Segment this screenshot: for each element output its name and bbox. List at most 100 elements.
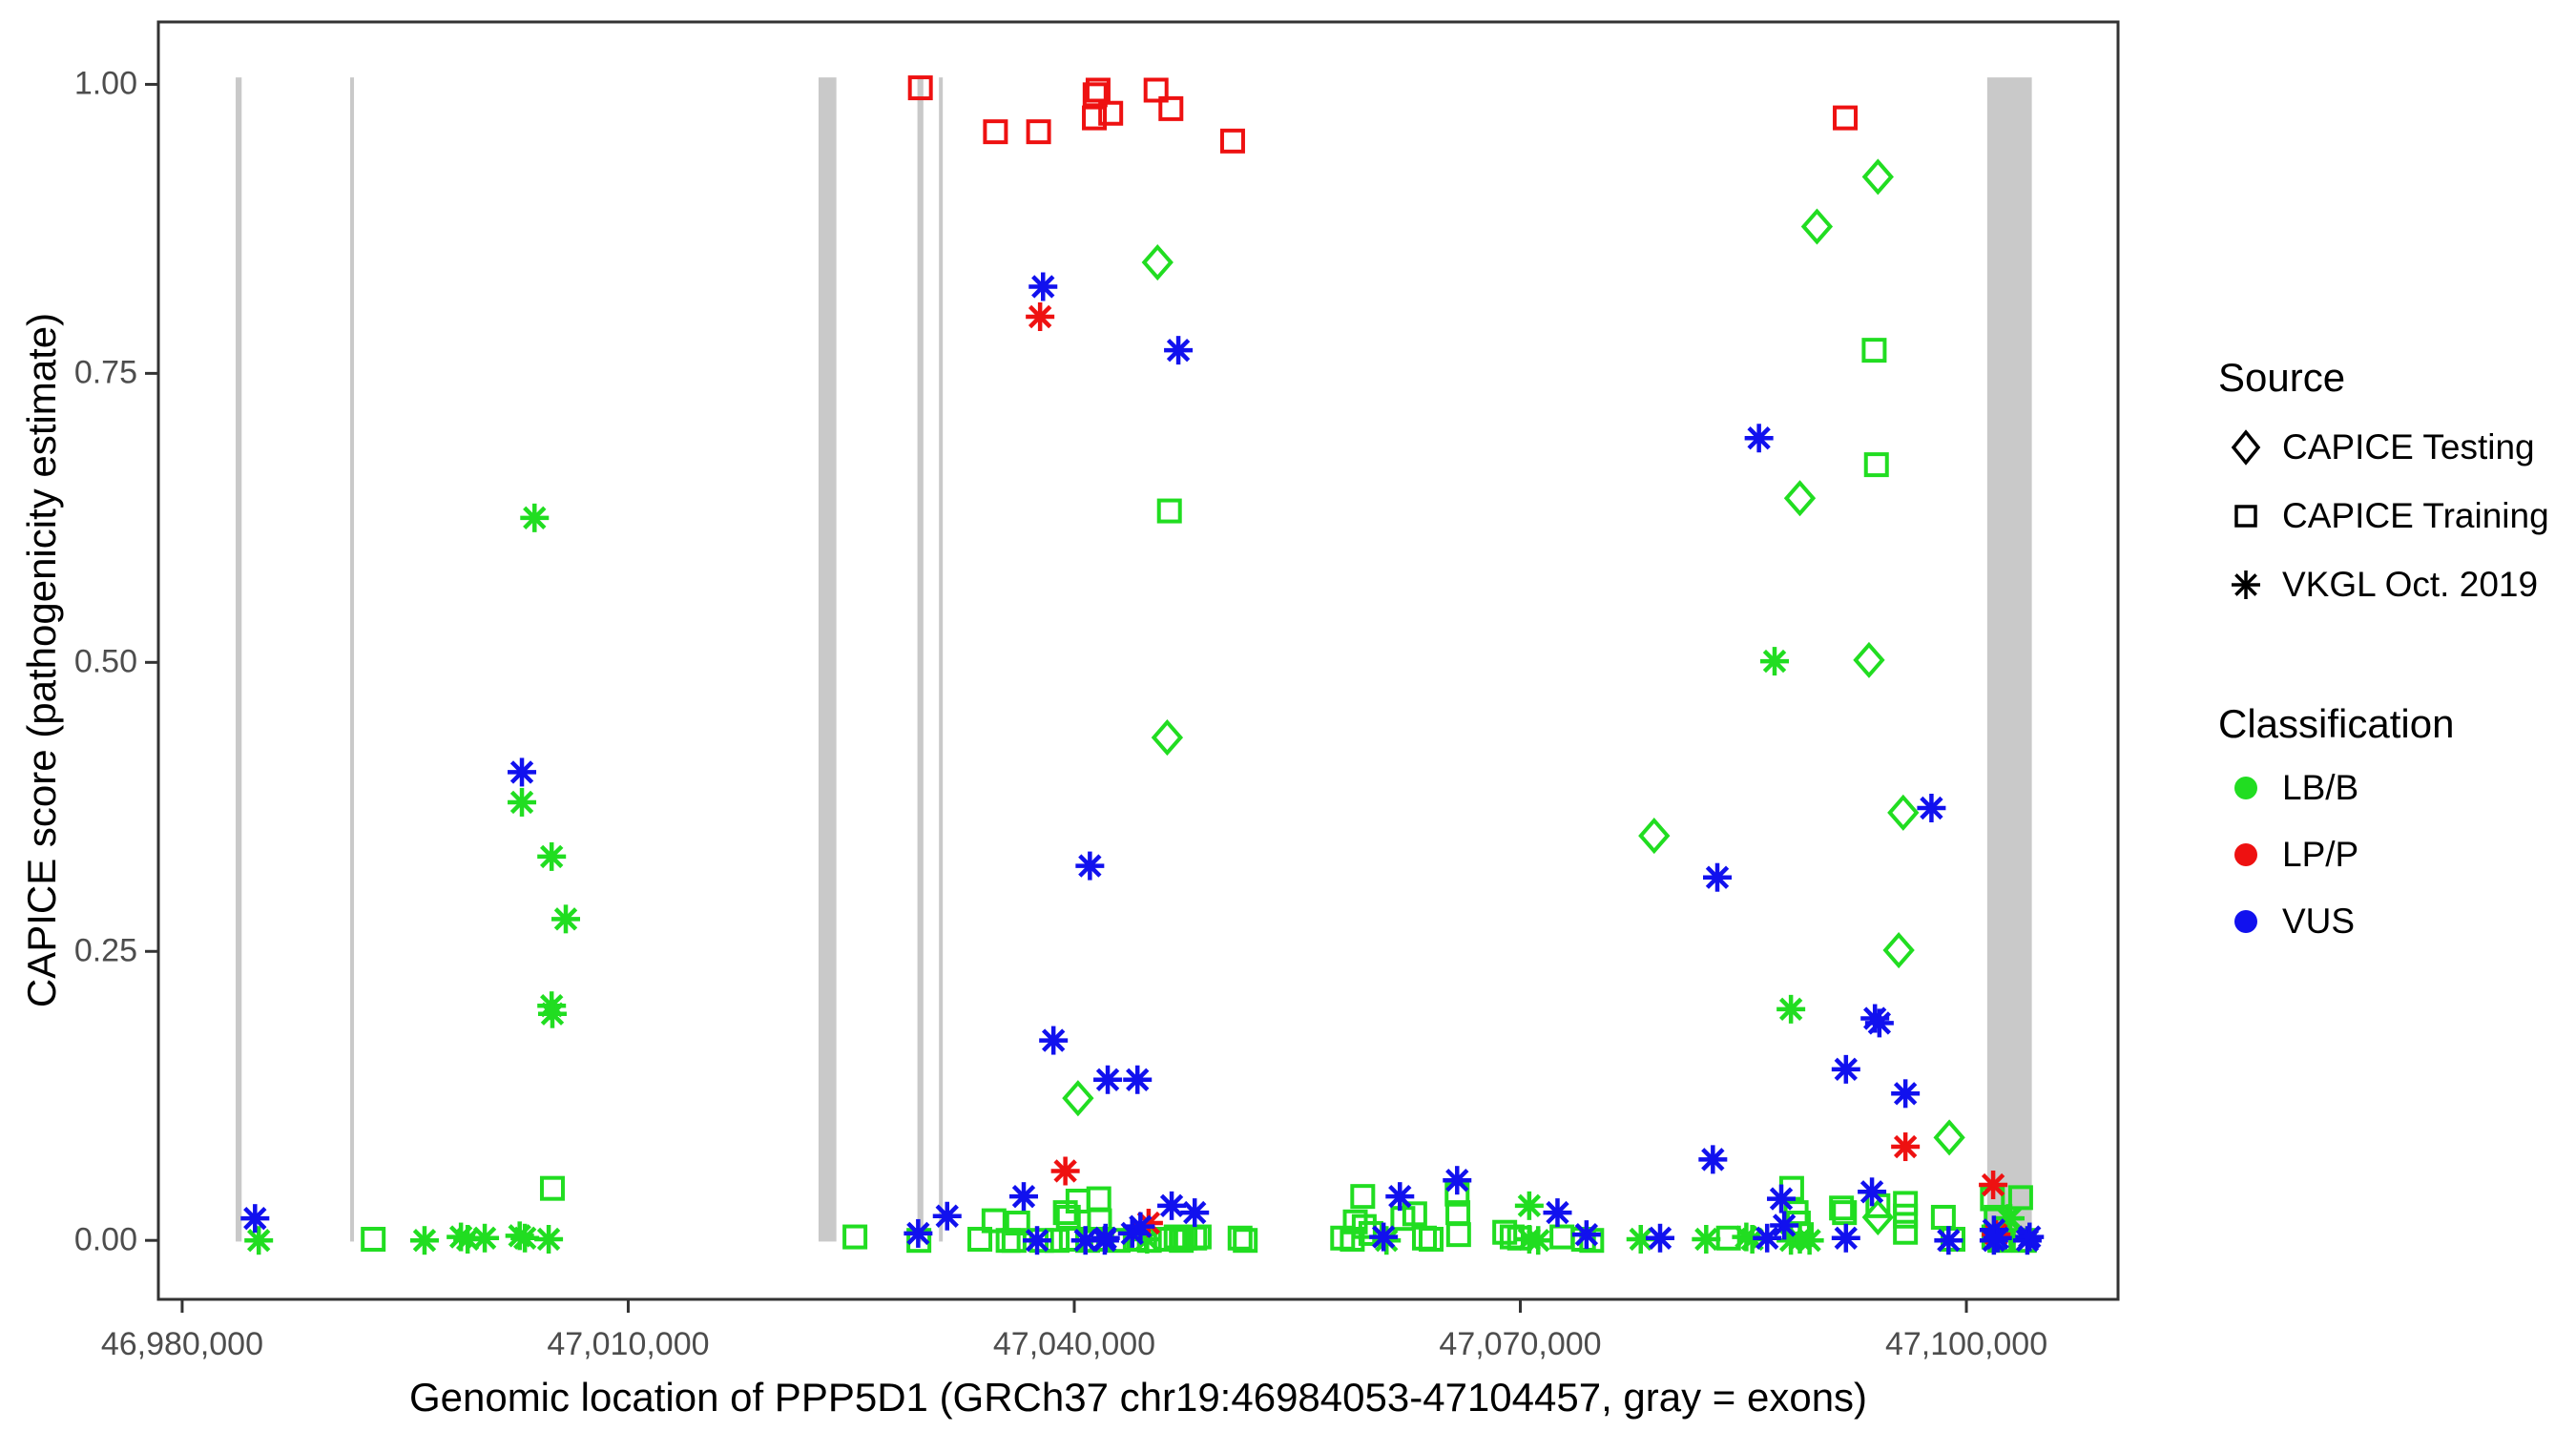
exon-bar bbox=[1986, 77, 2032, 1242]
data-point-diamond bbox=[1882, 932, 1915, 969]
data-point-asterisk bbox=[1703, 862, 1733, 892]
legend-item-label: LB/B bbox=[2282, 768, 2359, 807]
legend-item-capice-training: CAPICE Training bbox=[2225, 495, 2549, 537]
legend-item-label: LP/P bbox=[2282, 835, 2359, 874]
data-point-square bbox=[1082, 105, 1108, 131]
data-point-square bbox=[1026, 119, 1051, 145]
data-point-asterisk bbox=[1039, 1026, 1069, 1055]
data-point-asterisk bbox=[1075, 851, 1105, 881]
data-point-diamond bbox=[1783, 480, 1817, 517]
data-point-diamond bbox=[1800, 208, 1834, 245]
legend-classification-title: Classification bbox=[2218, 701, 2455, 746]
data-point-asterisk bbox=[1760, 647, 1790, 676]
data-point-asterisk bbox=[1026, 302, 1055, 331]
legend-item-label: CAPICE Testing bbox=[2282, 427, 2535, 467]
legend-item-label: VKGL Oct. 2019 bbox=[2282, 565, 2539, 604]
data-point-square bbox=[1169, 1228, 1195, 1254]
data-point-asterisk bbox=[244, 1226, 274, 1255]
data-point-square bbox=[1186, 1224, 1212, 1250]
data-point-asterisk bbox=[1934, 1226, 1963, 1255]
data-point-asterisk bbox=[1443, 1166, 1472, 1195]
data-point-square bbox=[1930, 1204, 1956, 1230]
legend-item-label: VUS bbox=[2282, 902, 2356, 941]
legend-item-lpp: LP/P bbox=[2225, 834, 2358, 876]
diamond-icon bbox=[2231, 429, 2261, 466]
data-point-square bbox=[2007, 1185, 2033, 1211]
data-point-square bbox=[539, 1175, 565, 1201]
data-point-diamond bbox=[1151, 719, 1184, 757]
data-point-asterisk bbox=[1009, 1182, 1039, 1212]
data-point-asterisk bbox=[1091, 1223, 1120, 1253]
x-tick-label: 46,980,000 bbox=[100, 1326, 264, 1362]
data-point-square bbox=[1005, 1211, 1030, 1236]
data-point-asterisk bbox=[1753, 1223, 1782, 1253]
data-point-asterisk bbox=[1891, 1079, 1921, 1109]
blue-dot-icon bbox=[2234, 910, 2257, 933]
data-point-asterisk bbox=[1093, 1065, 1123, 1094]
data-point-asterisk bbox=[1776, 994, 1806, 1024]
data-point-asterisk bbox=[1795, 1226, 1824, 1255]
data-point-square bbox=[1893, 1219, 1919, 1245]
data-point-square bbox=[1832, 1200, 1858, 1226]
data-point-diamond bbox=[1062, 1080, 1094, 1117]
data-point-diamond bbox=[1853, 641, 1885, 678]
data-point-asterisk bbox=[1979, 1171, 2008, 1200]
data-point-square bbox=[1086, 1186, 1111, 1212]
data-point-square bbox=[361, 1226, 386, 1252]
data-point-asterisk bbox=[1767, 1184, 1797, 1213]
data-point-asterisk bbox=[240, 1204, 270, 1234]
legend-item-label: CAPICE Training bbox=[2282, 496, 2549, 535]
data-point-asterisk bbox=[1858, 1177, 1887, 1207]
data-point-square bbox=[1098, 100, 1124, 126]
data-point-square bbox=[983, 119, 1008, 145]
data-point-square bbox=[1233, 1228, 1258, 1254]
data-point-square bbox=[1419, 1226, 1444, 1252]
data-point-asterisk bbox=[520, 503, 550, 532]
data-point-asterisk bbox=[1917, 794, 1946, 822]
data-point-square bbox=[1893, 1203, 1919, 1229]
x-axis-title: Genomic location of PPP5D1 (GRCh37 chr19… bbox=[408, 1375, 1868, 1420]
data-point-asterisk bbox=[537, 999, 567, 1028]
x-tick-label: 47,100,000 bbox=[1884, 1326, 2048, 1362]
exon-bar bbox=[818, 77, 837, 1242]
green-dot-icon bbox=[2234, 777, 2257, 799]
data-point-diamond bbox=[1861, 1198, 1894, 1235]
data-point-asterisk bbox=[1514, 1191, 1544, 1220]
y-tick-label: 0.75 bbox=[73, 354, 137, 391]
data-point-asterisk bbox=[508, 757, 537, 787]
exon-bar bbox=[939, 77, 944, 1242]
data-point-asterisk bbox=[1180, 1198, 1210, 1228]
data-point-square bbox=[1861, 338, 1887, 363]
legend-item-vus: VUS bbox=[2225, 901, 2355, 943]
legend-source-title: Source bbox=[2218, 355, 2346, 400]
data-point-asterisk bbox=[537, 841, 567, 871]
data-point-asterisk bbox=[409, 1226, 439, 1255]
data-point-asterisk bbox=[1831, 1223, 1860, 1253]
data-point-asterisk bbox=[1157, 1191, 1187, 1220]
data-point-asterisk bbox=[1524, 1226, 1553, 1255]
exon-bar bbox=[236, 77, 242, 1242]
data-point-asterisk bbox=[904, 1218, 933, 1248]
asterisk-icon bbox=[2232, 570, 2260, 599]
data-point-diamond bbox=[1638, 818, 1671, 855]
y-axis-title: CAPICE score (pathogenicity estimate) bbox=[19, 312, 64, 1008]
data-point-asterisk bbox=[1744, 424, 1774, 453]
data-point-square bbox=[1833, 105, 1859, 131]
data-point-asterisk bbox=[1571, 1220, 1601, 1250]
data-point-asterisk bbox=[2015, 1222, 2045, 1252]
data-point-asterisk bbox=[932, 1201, 962, 1231]
y-tick-label: 0.00 bbox=[73, 1221, 137, 1258]
data-point-asterisk bbox=[1126, 1212, 1155, 1241]
data-point-asterisk bbox=[1543, 1198, 1572, 1228]
data-point-square bbox=[1492, 1219, 1518, 1245]
legend-item-capice-testing: CAPICE Testing bbox=[2225, 426, 2535, 468]
data-point-diamond bbox=[1861, 158, 1894, 196]
data-point-asterisk bbox=[1123, 1065, 1153, 1094]
x-tick-label: 47,040,000 bbox=[992, 1326, 1156, 1362]
y-tick-label: 0.25 bbox=[73, 932, 137, 969]
data-point-asterisk bbox=[1070, 1226, 1100, 1255]
exon-bar bbox=[917, 77, 924, 1242]
data-point-asterisk bbox=[1698, 1145, 1728, 1174]
data-point-diamond bbox=[1887, 794, 1920, 831]
